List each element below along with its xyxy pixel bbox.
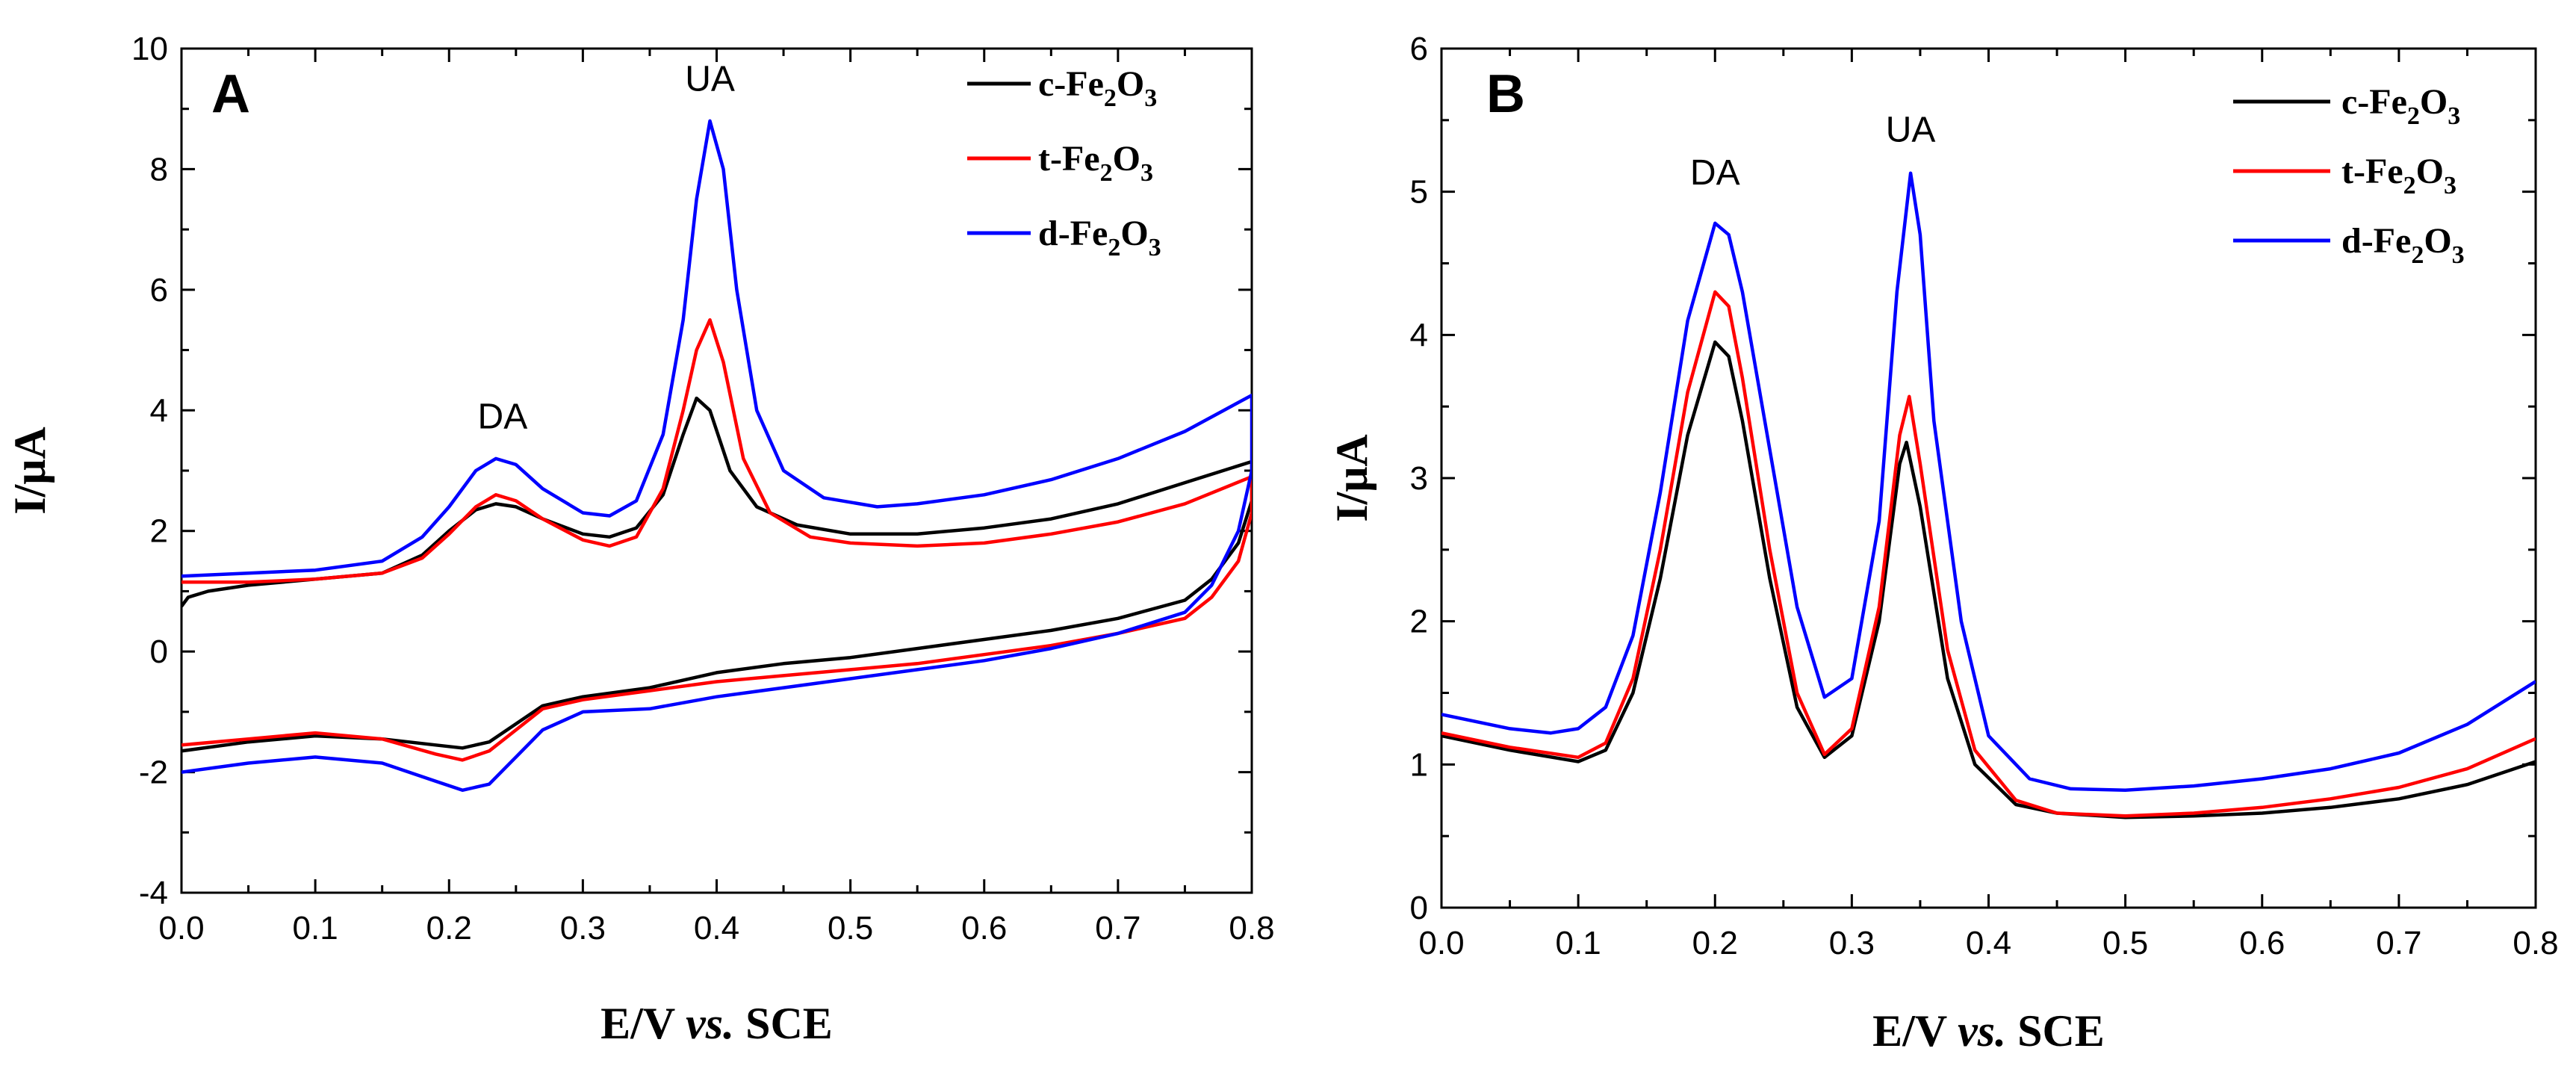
y-tick-label: 2	[1410, 604, 1428, 640]
x-axis-title-suffix: SCE	[734, 999, 833, 1048]
y-axis-title: I/μA	[1327, 434, 1377, 521]
x-axis-title: E/V vs. SCE	[600, 999, 833, 1048]
series-line-d-Fe2O3	[1441, 171, 2536, 793]
x-tick-label: 0.6	[2239, 925, 2285, 961]
x-tick-label: 0.8	[2513, 925, 2558, 961]
y-tick-label: 2	[150, 513, 168, 550]
legend-label-sub: 3	[1140, 159, 1153, 187]
chart-panel-A: 0.0 0.1 0.2 0.3 0.4 0.5 0.6 0.7 0.8 -4 -2 0 2 4 6 8 10 E/…	[5, 31, 1275, 1048]
x-axis-title: E/V vs. SCE	[1872, 1006, 2105, 1056]
legend-label-main: d-Fe	[2341, 221, 2411, 261]
legend-label-sub: 2	[1104, 84, 1117, 112]
x-tick-label: 0.7	[2376, 925, 2421, 961]
legend-label-mid: O	[2424, 221, 2451, 261]
legend-label-main: d-Fe	[1038, 214, 1108, 253]
y-tick-label: 4	[1410, 317, 1428, 353]
x-tick-label: 0.4	[694, 910, 739, 946]
legend-label-mid: O	[2416, 152, 2444, 191]
legend-label-sub: 3	[2452, 241, 2465, 269]
legend-label-sub: 3	[2444, 172, 2456, 199]
legend-label: c-Fe2O3	[2341, 82, 2460, 130]
panel-label: A	[211, 64, 250, 124]
series-line-c-Fe2O3	[181, 396, 1252, 753]
x-axis-title-prefix: E/V	[1872, 1006, 1958, 1056]
x-tick-label: 0.7	[1095, 910, 1140, 946]
x-axis-title-suffix: SCE	[2006, 1006, 2105, 1056]
legend-label: d-Fe2O3	[1038, 214, 1161, 261]
y-tick-label: 4	[150, 392, 168, 429]
legend-label-sub: 2	[1100, 159, 1113, 187]
peak-annotation: UA	[685, 60, 735, 99]
y-tick-label: 1	[1410, 746, 1428, 783]
legend-label: d-Fe2O3	[2341, 221, 2465, 269]
peak-annotation: DA	[478, 397, 528, 437]
legend-label-main: c-Fe	[2341, 82, 2407, 122]
legend-label-mid: O	[1117, 64, 1144, 104]
series-line-d-Fe2O3	[181, 119, 1252, 793]
legend-label-sub: 2	[1108, 234, 1120, 261]
x-tick-label: 0.5	[828, 910, 873, 946]
peak-annotation: UA	[1886, 111, 1936, 150]
panel-label: B	[1486, 64, 1525, 124]
legend-label-main: t-Fe	[2341, 152, 2403, 191]
legend-label: t-Fe2O3	[1038, 139, 1153, 187]
x-tick-label: 0.4	[1966, 925, 2011, 961]
legend-label-main: t-Fe	[1038, 139, 1100, 179]
x-tick-label: 0.6	[961, 910, 1007, 946]
x-tick-label: 0.2	[426, 910, 472, 946]
legend-label-sub: 2	[2403, 172, 2416, 199]
y-tick-label: -2	[139, 755, 168, 791]
y-tick-label: 3	[1410, 460, 1428, 497]
legend-label-mid: O	[1120, 214, 1148, 253]
y-tick-label: 8	[150, 151, 168, 188]
x-tick-label: 0.0	[1418, 925, 1464, 961]
x-axis-title-italic: vs.	[1958, 1006, 2006, 1056]
x-tick-label: 0.3	[560, 910, 606, 946]
legend-label-main: c-Fe	[1038, 64, 1104, 104]
legend-label-sub: 2	[2411, 241, 2424, 269]
x-tick-label: 0.5	[2102, 925, 2148, 961]
legend-label-mid: O	[1113, 139, 1140, 179]
x-tick-label: 0.3	[1829, 925, 1875, 961]
y-tick-label: 6	[1410, 31, 1428, 67]
y-tick-label: 0	[1410, 890, 1428, 926]
series-line-c-Fe2O3	[1441, 340, 2536, 820]
legend-label-sub: 2	[2407, 102, 2420, 130]
x-tick-label: 0.0	[158, 910, 204, 946]
x-axis-title-italic: vs.	[686, 999, 734, 1048]
y-axis-title: I/μA	[5, 427, 55, 514]
x-axis-title-prefix: E/V	[600, 999, 686, 1048]
y-tick-label: -4	[139, 875, 168, 911]
legend-label: c-Fe2O3	[1038, 64, 1157, 112]
series-line-t-Fe2O3	[1441, 290, 2536, 818]
legend-label-sub: 3	[1144, 84, 1157, 112]
y-tick-label: 5	[1410, 174, 1428, 211]
y-tick-label: 10	[131, 31, 168, 67]
x-tick-label: 0.1	[293, 910, 338, 946]
legend-label-mid: O	[2420, 82, 2448, 122]
peak-annotation: DA	[1690, 153, 1740, 193]
y-tick-label: 6	[150, 272, 168, 309]
x-tick-label: 0.1	[1556, 925, 1601, 961]
series-line-t-Fe2O3	[181, 317, 1252, 762]
legend-label-sub: 3	[2448, 102, 2460, 130]
x-tick-label: 0.2	[1692, 925, 1738, 961]
x-tick-label: 0.8	[1229, 910, 1274, 946]
legend-label-sub: 3	[1149, 234, 1161, 261]
y-tick-label: 0	[150, 633, 168, 670]
legend-label: t-Fe2O3	[2341, 152, 2456, 199]
